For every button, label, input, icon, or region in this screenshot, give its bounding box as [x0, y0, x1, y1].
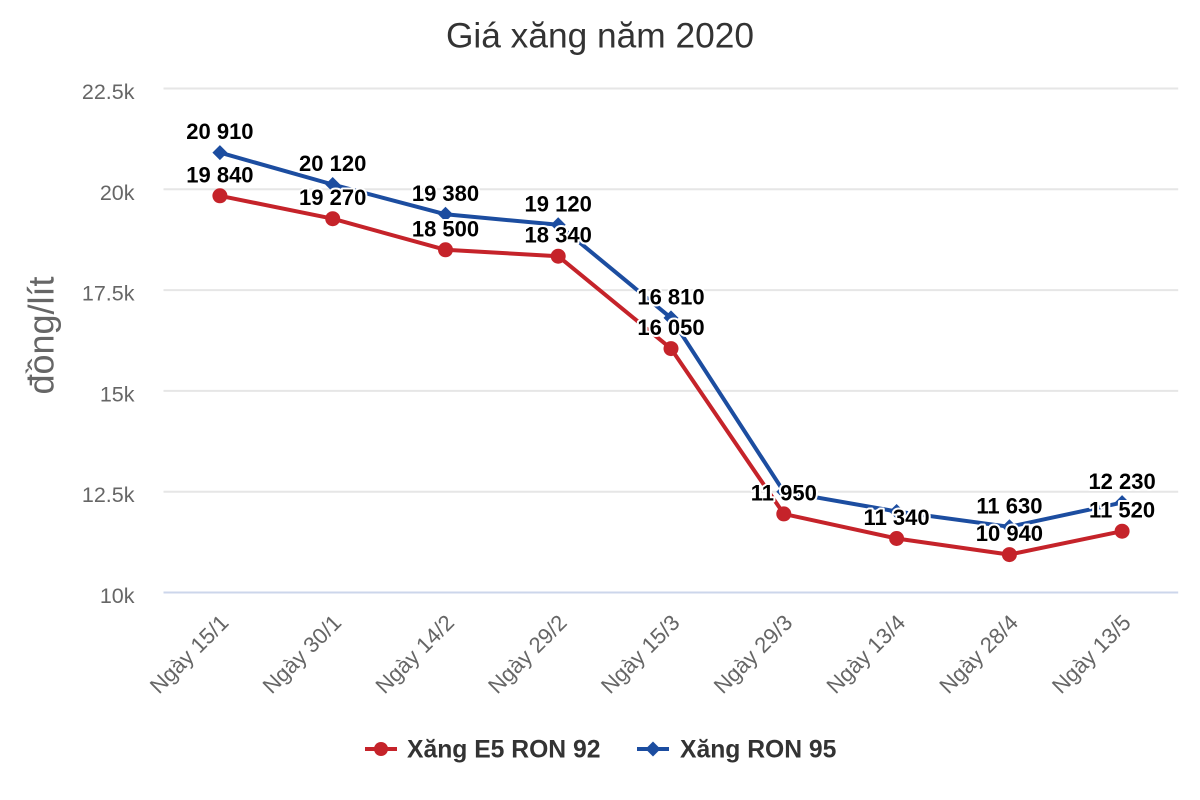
- svg-text:20k: 20k: [100, 181, 135, 205]
- svg-text:Xăng E5 RON 92: Xăng E5 RON 92: [407, 737, 600, 764]
- svg-text:20 910: 20 910: [186, 119, 253, 144]
- svg-text:19 380: 19 380: [412, 181, 479, 206]
- svg-text:22.5k: 22.5k: [82, 80, 135, 104]
- svg-text:12 230: 12 230: [1088, 469, 1155, 494]
- svg-text:12.5k: 12.5k: [82, 483, 135, 507]
- svg-text:20 120: 20 120: [299, 151, 366, 176]
- svg-text:19 270: 19 270: [299, 185, 366, 210]
- svg-text:19 840: 19 840: [186, 162, 253, 187]
- svg-text:16 050: 16 050: [637, 315, 704, 340]
- svg-text:19 120: 19 120: [525, 191, 592, 216]
- svg-text:Xăng RON 95: Xăng RON 95: [680, 737, 837, 764]
- svg-text:18 340: 18 340: [525, 223, 592, 248]
- svg-text:18 500: 18 500: [412, 216, 479, 241]
- svg-text:11 950: 11 950: [751, 480, 817, 505]
- svg-text:10k: 10k: [100, 584, 135, 608]
- svg-text:16 810: 16 810: [637, 284, 704, 309]
- svg-text:Giá xăng năm 2020: Giá xăng năm 2020: [446, 17, 754, 56]
- svg-text:11 520: 11 520: [1089, 498, 1155, 523]
- svg-text:15k: 15k: [100, 382, 135, 406]
- svg-text:10 940: 10 940: [976, 521, 1043, 546]
- svg-text:11 340: 11 340: [864, 505, 930, 530]
- svg-text:17.5k: 17.5k: [82, 282, 135, 306]
- svg-text:đồng/lít: đồng/lít: [21, 276, 62, 394]
- svg-text:11 630: 11 630: [976, 493, 1042, 518]
